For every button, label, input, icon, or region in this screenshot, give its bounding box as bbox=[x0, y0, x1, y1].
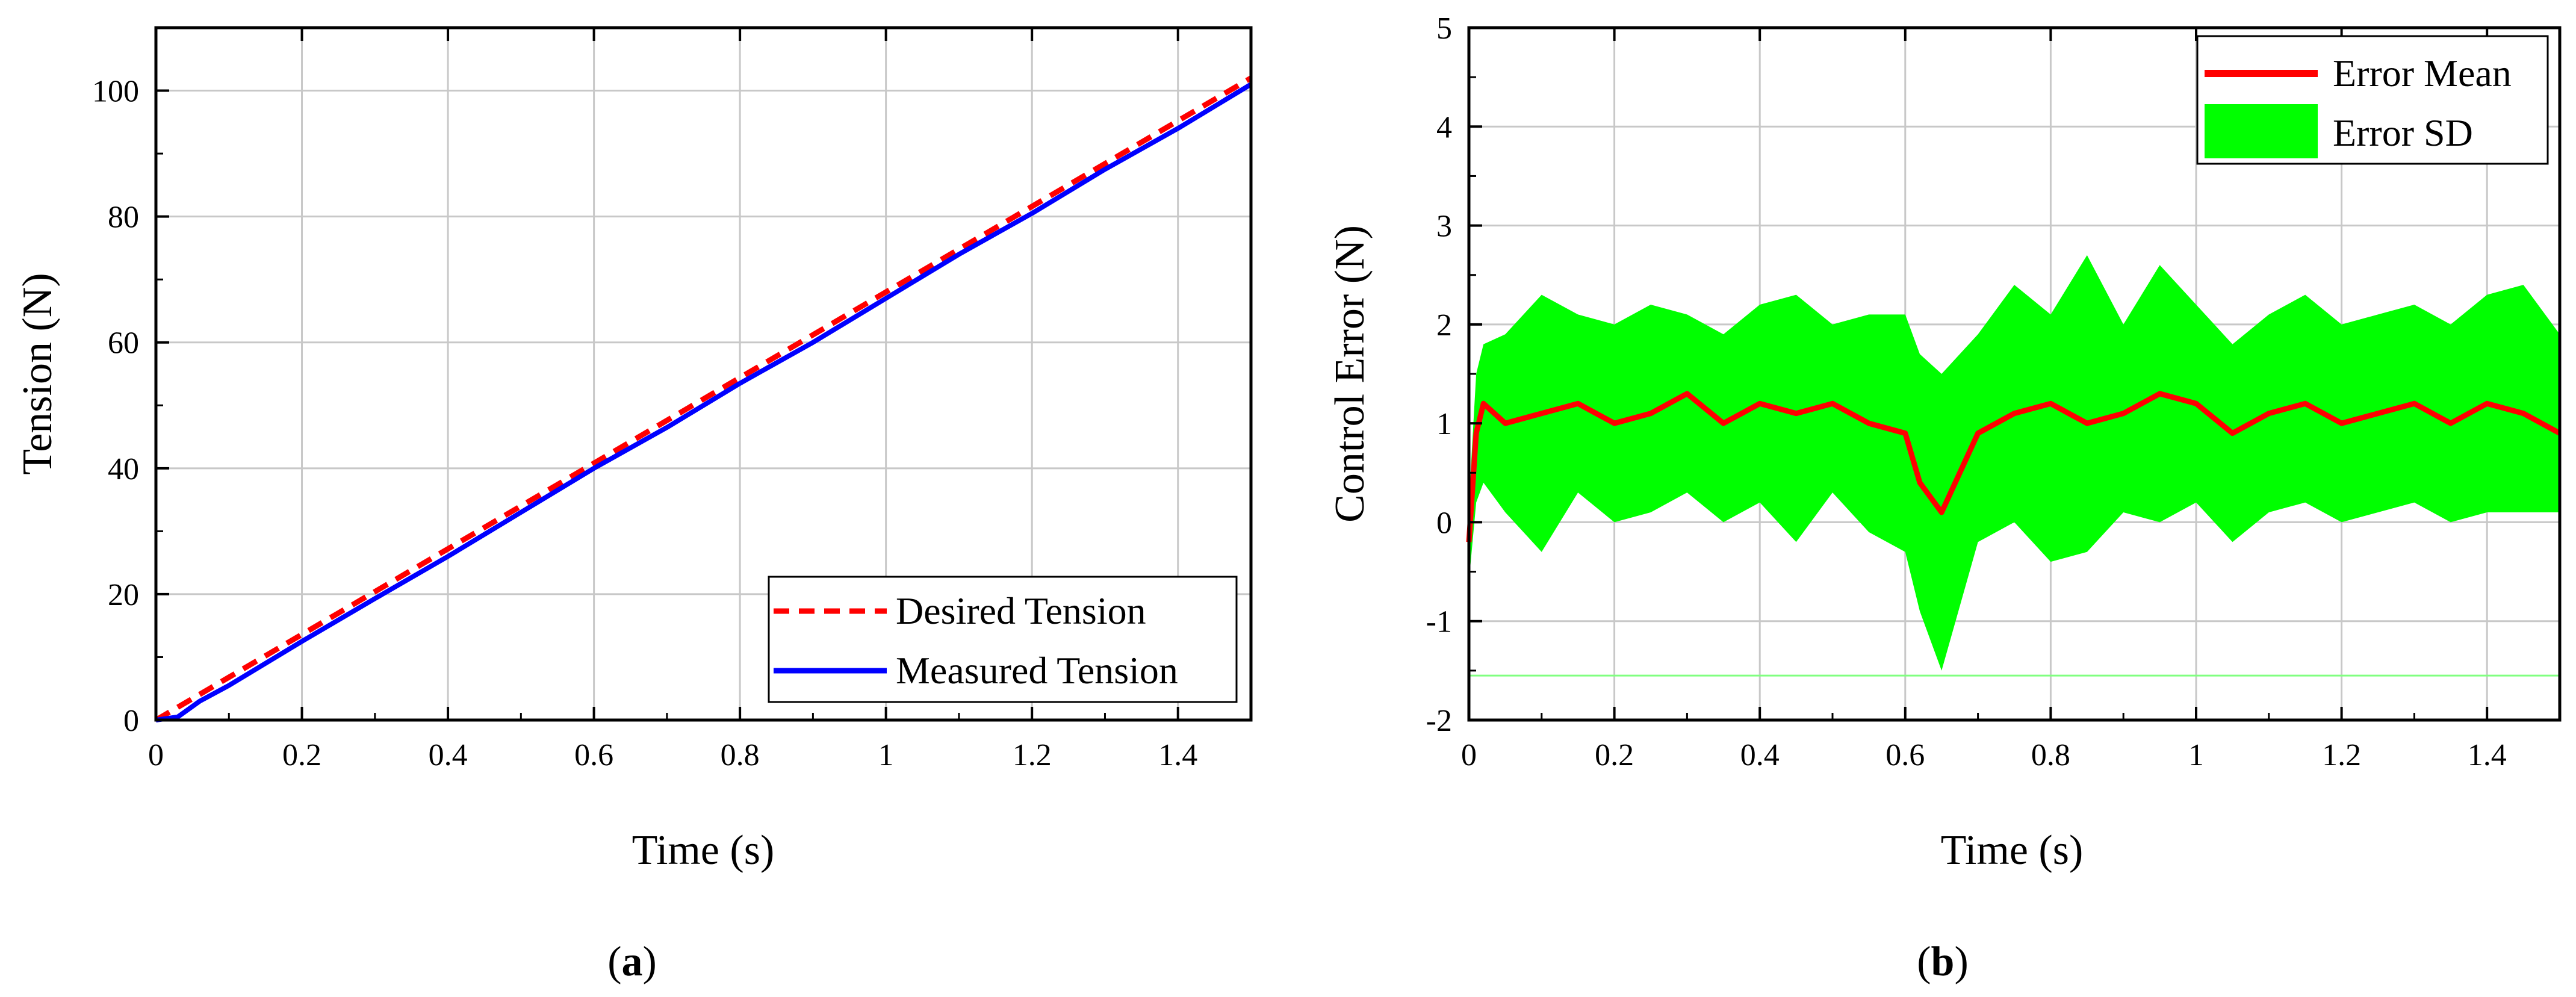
y-tick-label: -1 bbox=[1426, 605, 1452, 639]
y-tick-label: 80 bbox=[108, 200, 139, 235]
x-tick-label: 0.8 bbox=[2031, 738, 2070, 772]
x-tick-label: 0.4 bbox=[1740, 738, 1780, 772]
y-tick-label: 3 bbox=[1436, 210, 1452, 244]
y-tick-label: 0 bbox=[1436, 506, 1452, 540]
series-line-desired-tension bbox=[154, 75, 1253, 722]
x-tick-label: 1.2 bbox=[2322, 738, 2361, 772]
y-tick-label: 1 bbox=[1436, 407, 1452, 441]
x-tick-label: 0.6 bbox=[574, 738, 613, 772]
x-tick-label: 0.6 bbox=[1885, 738, 1925, 772]
plot-frame-a bbox=[154, 26, 1253, 722]
panel-label-b: (b) bbox=[1917, 939, 1969, 985]
y-tick-label: 20 bbox=[108, 578, 139, 612]
x-tick-label: 0.2 bbox=[282, 738, 321, 772]
series-band-error-sd bbox=[1469, 255, 2560, 671]
series-line-measured-tension bbox=[155, 82, 1253, 722]
x-tick-label: 0.2 bbox=[1595, 738, 1634, 772]
y-tick-label: 4 bbox=[1436, 110, 1452, 144]
x-axis-title-a: Time (s) bbox=[632, 827, 775, 874]
x-tick-label: 1 bbox=[878, 738, 894, 772]
y-axis-title-a: Tension (N) bbox=[14, 273, 61, 474]
y-tick-label: 5 bbox=[1436, 11, 1452, 46]
panel-a-chart: 0 0.2 0.4 0.6 0.8 1 1.2 1.4 0 20 40 60 80 100 Time (s… bbox=[14, 26, 1253, 985]
y-tick-label: 100 bbox=[92, 75, 139, 109]
x-tick-label: 0 bbox=[148, 738, 164, 772]
legend-swatch-sd bbox=[2205, 104, 2318, 158]
y-tick-label: 0 bbox=[123, 704, 139, 738]
legend-label-desired: Desired Tension bbox=[896, 589, 1146, 632]
x-axis-title-b: Time (s) bbox=[1941, 827, 2084, 874]
x-tick-label: 1.4 bbox=[1158, 738, 1197, 772]
y-axis-title-b: Control Error (N) bbox=[1327, 225, 1373, 523]
x-tick-label: 0.4 bbox=[429, 738, 468, 772]
y-tick-label: -2 bbox=[1426, 704, 1452, 738]
x-tick-label: 1.4 bbox=[2468, 738, 2507, 772]
y-tick-label: 2 bbox=[1436, 308, 1452, 343]
x-tick-label: 0 bbox=[1461, 738, 1477, 772]
x-tick-label: 0.8 bbox=[721, 738, 760, 772]
legend-box-a bbox=[768, 576, 1238, 703]
legend-b: Error Mean Error SD bbox=[2196, 35, 2549, 165]
legend-a: Desired Tension Measured Tension bbox=[768, 576, 1238, 703]
legend-label-measured: Measured Tension bbox=[896, 649, 1178, 692]
legend-label-sd: Error SD bbox=[2333, 111, 2473, 154]
y-tick-label: 60 bbox=[108, 326, 139, 361]
panel-label-a: (a) bbox=[607, 939, 657, 985]
legend-label-mean: Error Mean bbox=[2333, 52, 2512, 95]
y-tick-label: 40 bbox=[108, 452, 139, 486]
x-tick-label: 1.2 bbox=[1013, 738, 1052, 772]
x-tick-label: 1 bbox=[2188, 738, 2204, 772]
series-line-error-mean bbox=[1466, 391, 2562, 542]
